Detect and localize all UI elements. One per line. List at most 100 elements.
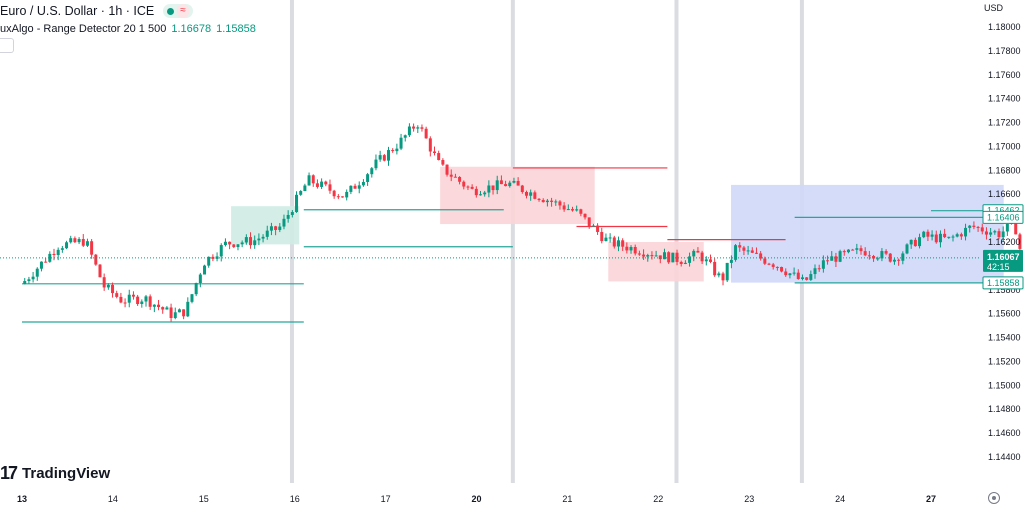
- candle-up: [629, 247, 633, 251]
- indicator-value-2: 1.15858: [216, 23, 256, 35]
- candle-up: [892, 259, 896, 262]
- candle-down: [470, 186, 474, 189]
- time-axis: 13 14 15 16 17 20 21 22 23 24 27: [17, 494, 936, 504]
- candle-up: [223, 241, 227, 246]
- tradingview-logo[interactable]: 17 TradingView: [0, 463, 110, 484]
- candle-down: [642, 254, 646, 257]
- candle-down: [926, 231, 930, 237]
- market-status-pill[interactable]: ≈: [163, 4, 193, 18]
- candle-down: [897, 259, 901, 261]
- price-tick-label: 1.15600: [988, 309, 1021, 319]
- candle-down: [767, 263, 771, 265]
- candle-up: [407, 126, 411, 136]
- candle-up: [236, 244, 240, 248]
- candle-up: [717, 273, 721, 276]
- candle-up: [299, 191, 303, 195]
- candle-up: [399, 137, 403, 149]
- candle-down: [884, 251, 888, 254]
- currency-label[interactable]: USD: [984, 3, 1004, 13]
- candle-up: [683, 262, 687, 264]
- candle-down: [424, 128, 428, 139]
- candle-down: [796, 272, 800, 280]
- candle-up: [901, 253, 905, 261]
- candle-up: [203, 265, 207, 275]
- candle-up: [930, 234, 934, 237]
- price-tick-label: 1.17800: [988, 46, 1021, 56]
- candle-up: [127, 294, 131, 303]
- candle-down: [341, 196, 345, 198]
- candle-up: [244, 237, 248, 243]
- indicator-name[interactable]: uxAlgo - Range Detector 20 1 500: [0, 23, 167, 35]
- candle-up: [207, 256, 211, 266]
- candle-down: [324, 181, 328, 185]
- candle-down: [842, 251, 846, 253]
- candle-down: [587, 217, 591, 227]
- candle-down: [997, 231, 1001, 238]
- candle-down: [934, 234, 938, 243]
- candle-down: [119, 296, 123, 303]
- candle-down: [315, 183, 319, 187]
- candle-up: [349, 185, 353, 192]
- range-levels: [22, 167, 1004, 323]
- candle-up: [955, 234, 959, 237]
- candle-down: [81, 239, 85, 246]
- candle-down: [336, 196, 340, 198]
- candle-down: [90, 241, 94, 255]
- candle-down: [596, 225, 600, 232]
- candle-up: [295, 194, 299, 213]
- symbol-title[interactable]: Euro / U.S. Dollar · 1h · ICE: [0, 4, 155, 18]
- range-mid-label: 1.16406: [982, 210, 1024, 224]
- price-tick-label: 1.15200: [988, 356, 1021, 366]
- candle-down: [637, 253, 641, 255]
- time-tick-label: 24: [835, 494, 845, 504]
- range-mid-label-text: 1.16406: [987, 212, 1020, 222]
- price-tick-label: 1.15400: [988, 333, 1021, 343]
- candle-up: [416, 127, 420, 129]
- candle-down: [491, 185, 495, 191]
- price-tick-label: 1.14800: [988, 404, 1021, 414]
- candle-down: [449, 174, 453, 177]
- candle-up: [554, 201, 558, 203]
- range-top-label-text: 1.16462: [987, 206, 1020, 216]
- candle-up: [654, 255, 658, 257]
- range-bottom-label-bg: [982, 276, 1024, 290]
- candle-down: [612, 237, 616, 247]
- candle-up: [257, 238, 261, 241]
- candle-up: [190, 294, 194, 302]
- settings-icon[interactable]: [988, 492, 1000, 504]
- candle-up: [387, 150, 391, 161]
- candle-up: [993, 231, 997, 233]
- candle-down: [775, 266, 779, 268]
- candle-up: [529, 192, 533, 196]
- candle-up: [77, 239, 81, 243]
- candle-up: [307, 175, 311, 186]
- collapse-legend-button[interactable]: [0, 38, 14, 53]
- candle-down: [148, 296, 152, 307]
- candle-down: [332, 190, 336, 197]
- candle-up: [734, 245, 738, 260]
- time-tick-label: 23: [744, 494, 754, 504]
- time-tick-label: 14: [108, 494, 118, 504]
- candle-up: [65, 242, 69, 249]
- candle-down: [474, 188, 478, 196]
- candle-up: [282, 218, 286, 227]
- candle-up: [395, 148, 399, 152]
- candle-up: [876, 258, 880, 260]
- candle-up: [1005, 223, 1009, 232]
- candle-up: [662, 252, 666, 260]
- candle-down: [679, 261, 683, 264]
- candle-up: [905, 244, 909, 254]
- candle-up: [692, 250, 696, 257]
- range-boxes: [231, 166, 1004, 283]
- candle-down: [834, 256, 838, 262]
- candle-up: [800, 277, 804, 280]
- candle-up: [144, 296, 148, 302]
- candle-down: [453, 176, 457, 178]
- candle-up: [361, 181, 365, 186]
- candle-down: [784, 271, 788, 276]
- price-tick-label: 1.17400: [988, 94, 1021, 104]
- candle-up: [69, 238, 73, 243]
- candle-up: [566, 209, 570, 211]
